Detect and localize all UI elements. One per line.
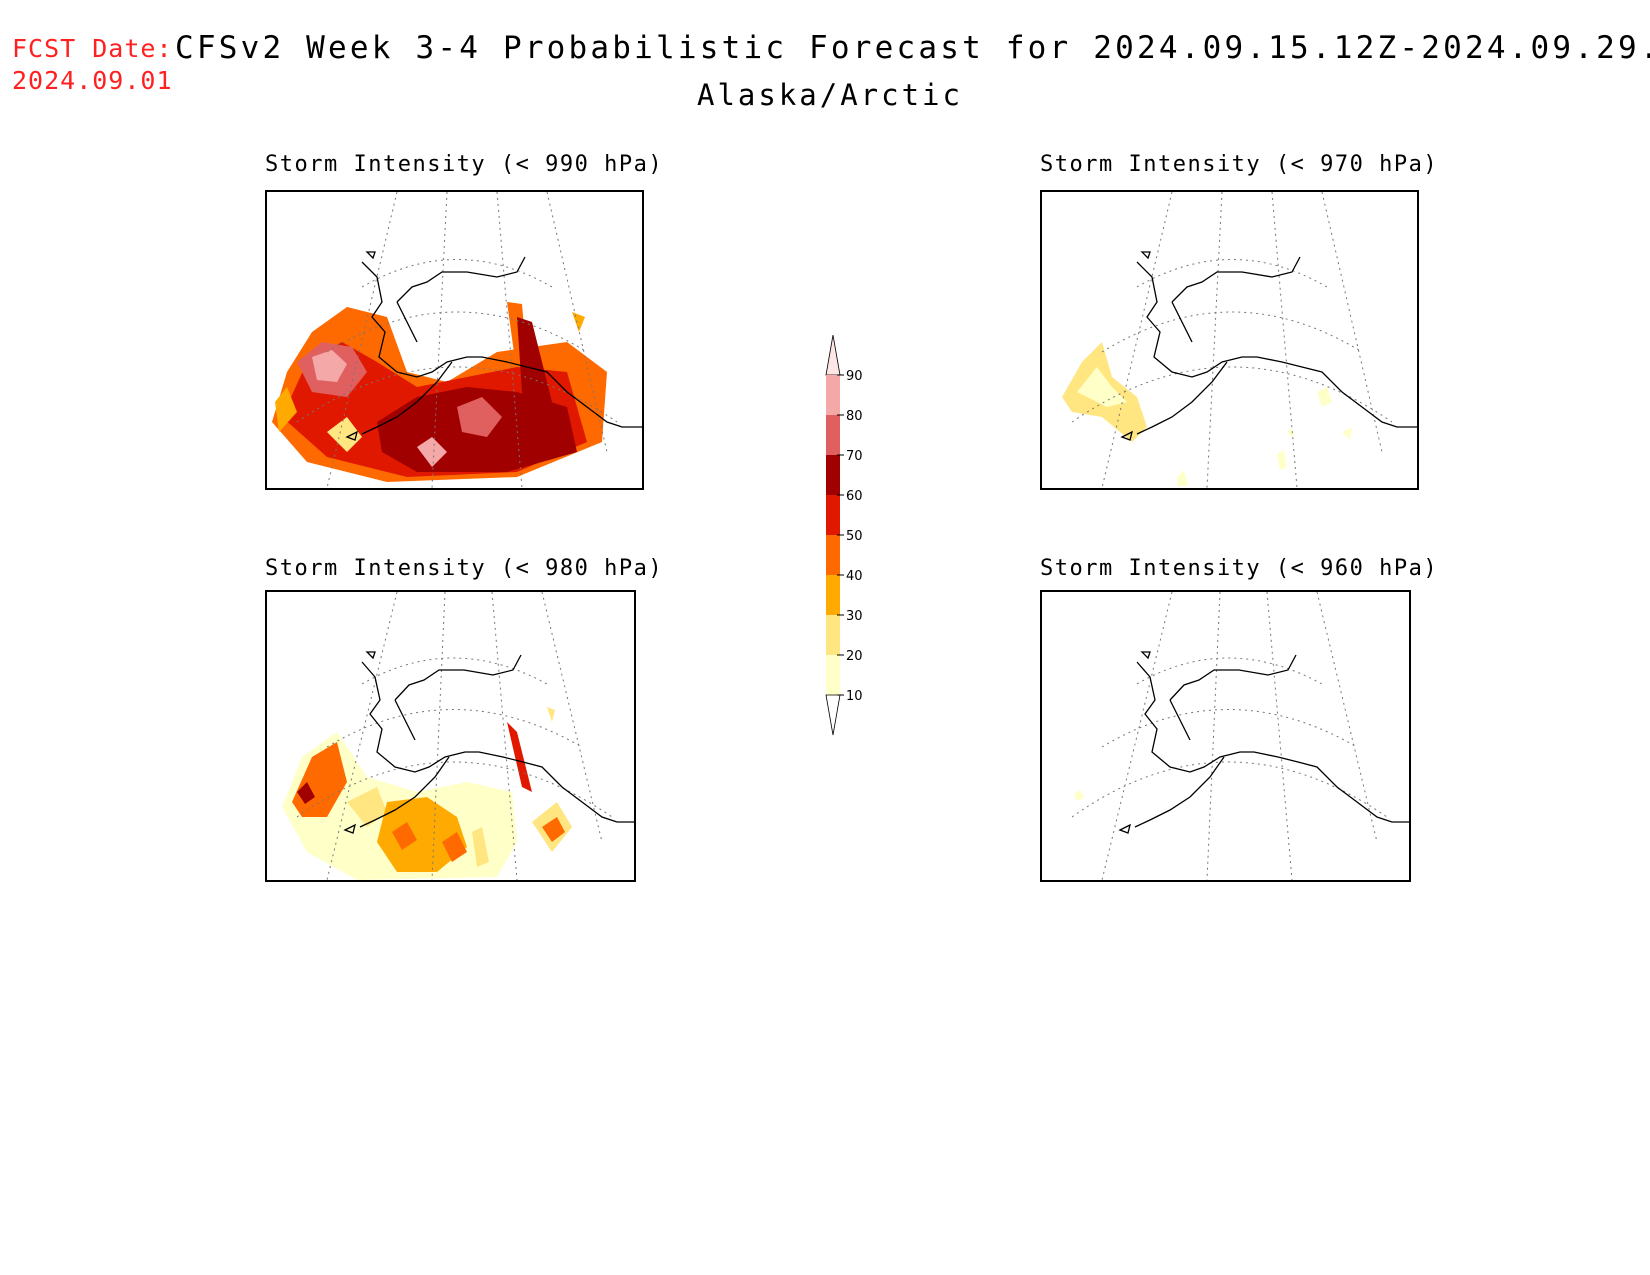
coastline-970 [1120,251,1417,441]
graticule-970 [1071,192,1393,488]
coastline-960 [1118,651,1409,834]
colorbar-tick-labels: 10 20 30 40 50 60 70 80 90 [837,369,863,704]
colorbar-swatch [826,575,840,615]
colorbar-bottom-arrow [825,694,841,736]
map-960 [1071,592,1409,880]
colorbar-tick-label: 50 [846,529,863,544]
colorbar-swatches [825,335,841,736]
colorbar-tick-label: 80 [846,409,863,424]
probability-colorbar: 10 20 30 40 50 60 70 80 90 [825,335,863,736]
colorbar-swatch [826,655,840,695]
colorbar-top-arrow [825,335,841,376]
map-970 [1062,192,1417,488]
colorbar-tick-label: 90 [846,369,863,384]
graticule-990 [296,192,618,488]
map-panel-960 [1040,590,1411,882]
page-title: CFSv2 Week 3-4 Probabilistic Forecast fo… [175,30,1650,66]
probability-field-960 [1074,790,1084,801]
panel-title-970: Storm Intensity (< 970 hPa) [1040,152,1439,177]
colorbar-swatch [826,415,840,455]
graticule-960 [1071,592,1388,880]
probability-field-990 [272,302,607,482]
colorbar-swatch [826,535,840,575]
panel-title-980: Storm Intensity (< 980 hPa) [265,556,664,581]
colorbar-swatch [826,455,840,495]
map-panel-990 [265,190,644,490]
probability-field-970 [1062,342,1352,486]
map-panel-970 [1040,190,1419,490]
region-subtitle: Alaska/Arctic [697,78,963,112]
forecast-date-value: 2024.09.01 [12,66,173,95]
colorbar-swatch [826,495,840,535]
colorbar-tick-label: 20 [846,649,863,664]
forecast-date-label: FCST Date: [12,34,173,63]
graticule-980 [296,592,613,880]
colorbar-tick-label: 60 [846,489,863,504]
colorbar-tick-label: 30 [846,609,863,624]
map-980 [282,592,634,880]
coastline-990 [345,251,642,441]
colorbar-tick-label: 10 [846,689,863,704]
colorbar-tick-label: 70 [846,449,863,464]
coastline-980 [343,651,634,834]
map-panel-980 [265,590,636,882]
colorbar-tick-label: 40 [846,569,863,584]
panel-title-990: Storm Intensity (< 990 hPa) [265,152,664,177]
probability-field-980 [282,707,572,880]
colorbar-swatch [826,615,840,655]
colorbar-swatch [826,375,840,415]
panel-title-960: Storm Intensity (< 960 hPa) [1040,556,1439,581]
map-990 [272,192,642,488]
